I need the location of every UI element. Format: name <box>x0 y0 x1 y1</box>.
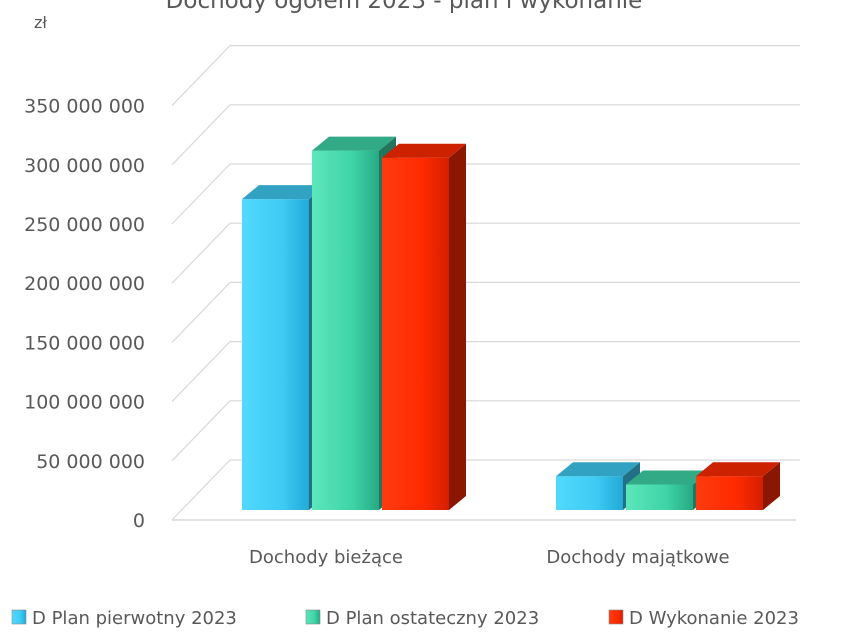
y-tick-label: 100 000 000 <box>24 392 145 414</box>
bar-top-face <box>312 136 396 151</box>
gridline-diagonal <box>171 281 231 343</box>
gridline-diagonal <box>171 104 231 166</box>
gridline-diagonal <box>171 341 231 403</box>
legend-label: D Wykonanie 2023 <box>629 608 799 629</box>
x-category-label: Dochody bieżące <box>249 547 403 568</box>
bar-top-face <box>556 462 640 477</box>
legend-label: D Plan pierwotny 2023 <box>32 608 237 629</box>
bar-top-face <box>626 470 710 485</box>
y-tick-label: 250 000 000 <box>24 214 145 236</box>
x-category-label: Dochody majątkowe <box>546 547 729 568</box>
legend-label: D Plan ostateczny 2023 <box>326 608 539 629</box>
bar-top-face <box>696 462 780 477</box>
gridline-diagonal <box>171 459 231 521</box>
bar <box>696 462 780 510</box>
bar-side-face <box>449 143 466 511</box>
bar-top-face <box>382 143 466 158</box>
chart-title: Dochody ogółem 2023 - plan i wykonanie <box>166 0 643 14</box>
bar-front-face <box>556 476 623 510</box>
bar-side-face <box>763 462 780 510</box>
y-tick-label: 0 <box>133 510 145 532</box>
bar-front-face <box>242 199 309 511</box>
legend-item: D Wykonanie 2023 <box>608 608 799 629</box>
y-tick-label: 300 000 000 <box>24 155 145 177</box>
gridline-diagonal <box>171 45 231 107</box>
bar <box>382 143 466 511</box>
y-tick-label: 200 000 000 <box>24 273 145 295</box>
y-tick-label: 150 000 000 <box>24 332 145 354</box>
bar-top-face <box>242 185 326 200</box>
legend-item: D Plan pierwotny 2023 <box>11 608 237 629</box>
x-axis-categories: Dochody bieżące Dochody majątkowe <box>249 547 730 568</box>
bars <box>242 136 780 511</box>
bar-front-face <box>312 150 379 511</box>
legend-swatch <box>608 609 624 625</box>
legend: D Plan pierwotny 2023 D Plan ostateczny 2… <box>11 608 799 629</box>
bar-front-face <box>382 157 449 511</box>
gridline-diagonal <box>171 163 231 225</box>
y-tick-label: 50 000 000 <box>36 451 145 473</box>
bar-front-face <box>626 484 693 510</box>
y-axis-unit: zł <box>34 13 47 32</box>
y-tick-label: 350 000 000 <box>24 96 145 118</box>
legend-item: D Plan ostateczny 2023 <box>305 608 539 629</box>
y-axis-ticks: 0 50 000 000 100 000 000 150 000 000 200 000… <box>24 96 145 532</box>
legend-swatch <box>11 609 27 625</box>
bar-front-face <box>696 476 763 510</box>
gridline-diagonal <box>171 222 231 284</box>
gridline-diagonal <box>171 400 231 462</box>
legend-swatch <box>305 609 321 625</box>
